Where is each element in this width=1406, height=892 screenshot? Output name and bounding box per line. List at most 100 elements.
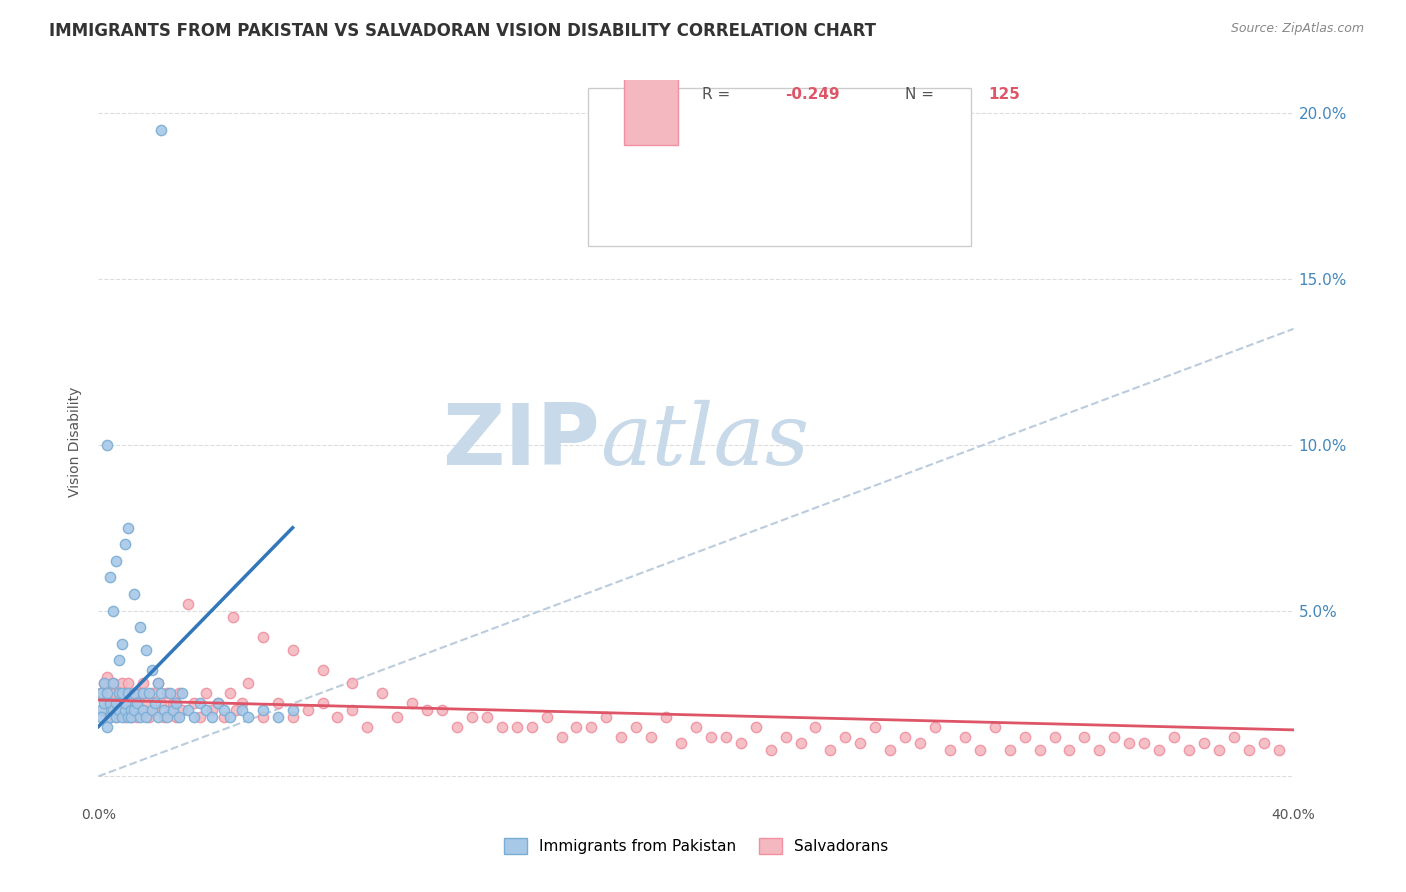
Point [129, 686, 152, 700]
Point [120, 709, 142, 723]
Point [124, 703, 146, 717]
Point [745, 720, 768, 734]
Point [114, 686, 136, 700]
Point [430, 703, 453, 717]
Point [103, 603, 125, 617]
Point [114, 697, 136, 711]
Point [506, 720, 529, 734]
Point [297, 703, 319, 717]
Point [165, 697, 187, 711]
Point [124, 587, 146, 601]
Point [93, 676, 115, 690]
Point [849, 736, 872, 750]
Point [1147, 743, 1170, 757]
Point [1178, 743, 1201, 757]
Point [111, 709, 134, 723]
Point [969, 743, 991, 757]
Point [105, 709, 128, 723]
Point [105, 697, 128, 711]
Point [120, 709, 142, 723]
Point [172, 686, 194, 700]
Text: atlas: atlas [600, 401, 810, 483]
Point [143, 703, 166, 717]
Point [150, 686, 173, 700]
Point [162, 703, 184, 717]
Point [111, 637, 134, 651]
Point [550, 730, 572, 744]
Point [114, 709, 136, 723]
Point [150, 123, 173, 137]
Point [90, 686, 112, 700]
Point [595, 709, 617, 723]
Point [135, 643, 157, 657]
Point [1014, 730, 1036, 744]
Point [138, 686, 160, 700]
Point [132, 686, 155, 700]
Point [669, 736, 692, 750]
Point [96, 670, 118, 684]
Point [159, 703, 181, 717]
Point [141, 686, 163, 700]
Point [520, 720, 543, 734]
Point [177, 597, 200, 611]
Point [939, 743, 962, 757]
Point [326, 709, 349, 723]
Point [984, 720, 1007, 734]
Text: Source: ZipAtlas.com: Source: ZipAtlas.com [1230, 22, 1364, 36]
Point [148, 709, 170, 723]
Point [998, 743, 1021, 757]
Point [924, 720, 946, 734]
Text: N =: N = [905, 87, 934, 103]
Point [685, 720, 707, 734]
Point [1104, 730, 1126, 744]
Point [148, 676, 170, 690]
Point [148, 676, 170, 690]
Point [98, 570, 122, 584]
Point [127, 697, 149, 711]
Point [222, 610, 245, 624]
Point [201, 709, 224, 723]
Point [111, 686, 134, 700]
Point [162, 697, 184, 711]
Text: 125: 125 [988, 87, 1021, 103]
Point [1059, 743, 1081, 757]
Point [167, 709, 190, 723]
Point [475, 709, 498, 723]
Point [267, 709, 290, 723]
Point [714, 730, 737, 744]
Point [103, 703, 125, 717]
Point [461, 709, 484, 723]
Point [98, 686, 122, 700]
Point [804, 720, 827, 734]
Point [834, 730, 856, 744]
Point [1118, 736, 1140, 750]
Point [219, 709, 242, 723]
Point [90, 703, 112, 717]
Point [96, 697, 118, 711]
Point [311, 697, 333, 711]
Point [98, 709, 122, 723]
Point [105, 697, 128, 711]
Point [730, 736, 752, 750]
Text: -0.249: -0.249 [786, 87, 841, 103]
Point [236, 676, 259, 690]
Point [159, 686, 181, 700]
Point [96, 720, 118, 734]
Point [195, 686, 218, 700]
Point [127, 709, 149, 723]
Point [93, 697, 115, 711]
Point [953, 730, 976, 744]
Point [252, 709, 274, 723]
Point [132, 703, 155, 717]
Point [1223, 730, 1246, 744]
Point [820, 743, 842, 757]
Point [150, 697, 173, 711]
Point [536, 709, 558, 723]
Point [188, 709, 211, 723]
Point [342, 676, 364, 690]
Point [894, 730, 917, 744]
Point [108, 703, 131, 717]
Point [135, 709, 157, 723]
Point [108, 703, 131, 717]
Point [201, 703, 224, 717]
